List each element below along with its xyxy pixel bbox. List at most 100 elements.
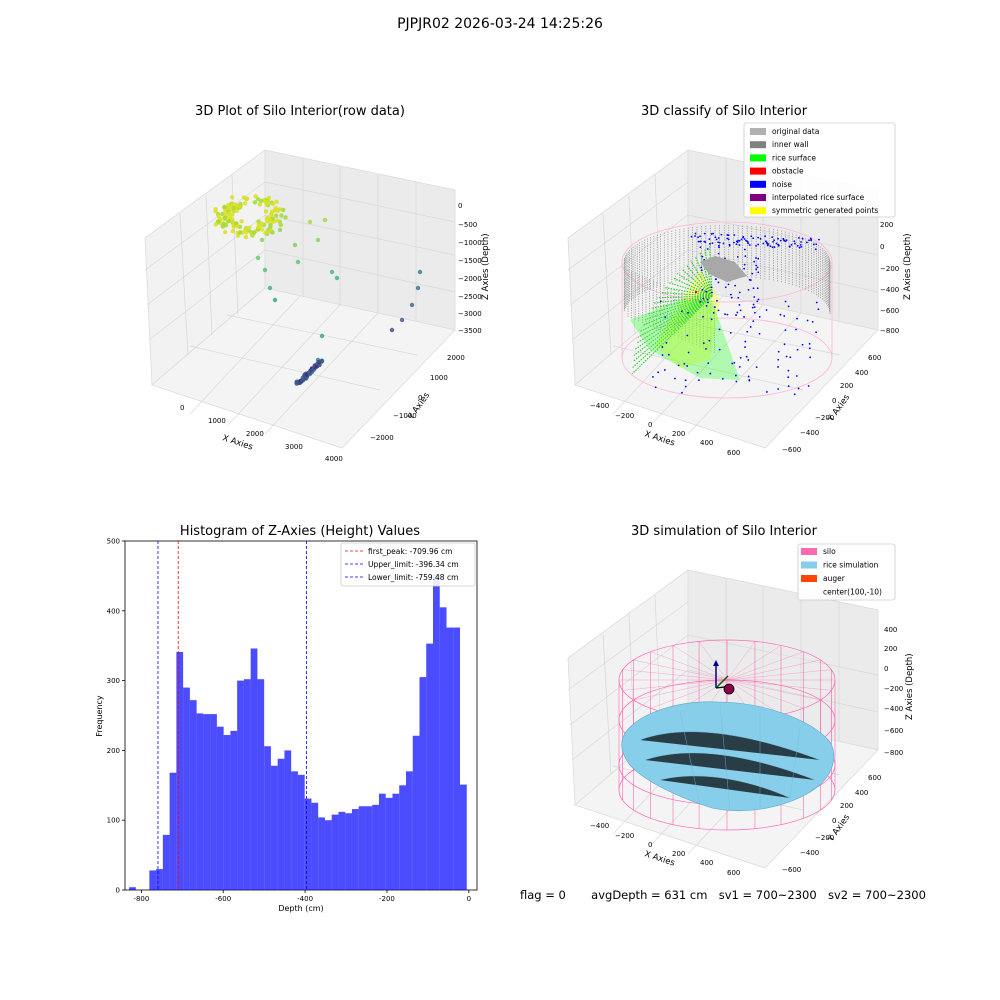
p2-ztick: −200 [880, 265, 899, 273]
p1-point [247, 225, 252, 231]
p2-noise-point [731, 362, 734, 365]
p2-noise-point [765, 241, 768, 244]
p2-noise-point [807, 385, 810, 387]
legend-swatch [750, 167, 766, 175]
p4-silo-spoke [633, 679, 728, 701]
p2-noise-point [712, 232, 715, 235]
p4-ytick: −200 [815, 834, 834, 842]
p2-noise-point [661, 354, 664, 356]
hist-bar [399, 785, 406, 890]
panel4-auger [713, 660, 735, 695]
legend-label: symmetric generated points [772, 206, 878, 215]
p2-noise-point [759, 238, 762, 240]
p1-point [267, 285, 273, 291]
p2-ytick: −400 [800, 429, 819, 437]
hist-bar [318, 817, 325, 890]
hist-ytick-label: 200 [107, 747, 120, 755]
p1-point [237, 230, 243, 235]
p1-ztick: −2000 [458, 275, 482, 283]
p2-noise-point [726, 234, 729, 236]
hist-bar [230, 730, 238, 890]
p2-noise-point [743, 267, 746, 270]
hist-legend-label: first_peak: -709.96 cm [368, 547, 452, 556]
legend-swatch [801, 561, 817, 569]
legend-label: center(100,-10) [823, 588, 882, 597]
hist-ylabel: Frequency [95, 695, 104, 737]
p4-ztick: −600 [884, 727, 903, 735]
p4-silo-spoke [726, 645, 782, 681]
p2-noise-point [775, 242, 778, 245]
p2-noise-point [720, 233, 723, 236]
p2-noise-point [702, 342, 705, 345]
p2-noise-point [659, 300, 662, 303]
p1-point [257, 202, 262, 207]
hist-bar [176, 651, 184, 890]
p2-noise-point [684, 385, 687, 388]
p2-noise-point [748, 379, 751, 382]
p1-ytick: 0 [418, 394, 422, 402]
p2-noise-point [762, 242, 765, 245]
p1-point [259, 237, 265, 243]
p2-noise-point [724, 313, 726, 316]
p2-noise-point [696, 371, 699, 374]
p2-noise-point [681, 391, 683, 394]
p1-point [274, 218, 280, 223]
hist-bar [331, 814, 339, 890]
p2-noise-point [779, 239, 782, 242]
p2-noise-point [667, 353, 670, 356]
p2-noise-point [787, 369, 790, 372]
p2-noise-point [810, 239, 813, 242]
p2-noise-point [742, 236, 744, 239]
p2-noise-point [661, 346, 664, 348]
hist-bar [426, 643, 433, 890]
p2-noise-point [727, 283, 730, 286]
hist-bar [372, 804, 379, 890]
hist-bar [162, 834, 170, 890]
hist-bar [311, 802, 319, 890]
p2-noise-point [784, 329, 787, 332]
p2-noise-point [729, 293, 732, 296]
legend-label: original data [772, 127, 819, 136]
p2-noise-point [683, 362, 686, 365]
p4-silo-spoke [633, 659, 728, 681]
hist-legend: first_peak: -709.96 cm Upper_limit: -396.… [340, 542, 476, 587]
p2-noise-point [777, 388, 779, 390]
hist-bar [378, 793, 386, 890]
p2-noise-point [654, 386, 657, 389]
p2-noise-point [726, 237, 729, 240]
p2-noise-point [735, 243, 738, 246]
p2-rice-line [638, 295, 713, 338]
p2-noise-point [664, 316, 667, 319]
p2-noise-point [800, 245, 803, 248]
legend-label: auger [823, 574, 846, 583]
p1-point [253, 194, 258, 199]
p2-noise-point [777, 350, 780, 353]
p2-noise-point [797, 387, 800, 390]
p2-noise-point [686, 334, 689, 337]
p2-obstacle-point [694, 290, 698, 294]
p1-point [279, 213, 284, 218]
p1-point [259, 198, 264, 204]
p1-ztick: −1500 [458, 257, 482, 265]
p2-noise-point [714, 306, 716, 309]
p1-point [252, 200, 258, 205]
p1-point [262, 267, 268, 273]
p4-silo-spoke [726, 651, 804, 681]
hist-bar [189, 700, 197, 890]
hist-bar [385, 797, 393, 890]
p4-ztick: 400 [884, 626, 897, 634]
p4-ytick: −600 [782, 866, 801, 874]
p2-noise-point [773, 246, 776, 248]
p2-noise-point [717, 244, 720, 247]
p2-noise-point [793, 240, 796, 243]
p2-noise-point [738, 244, 741, 246]
p2-noise-point [739, 356, 742, 359]
p2-noise-point [722, 242, 725, 245]
p1-point [417, 269, 423, 275]
p4-silo-spoke [726, 679, 782, 715]
legend-label: obstacle [772, 167, 804, 176]
panel1-points [213, 194, 423, 386]
p2-noise-point [706, 298, 709, 301]
p4-ztick: 0 [884, 665, 888, 673]
p2-noise-point [752, 303, 755, 306]
